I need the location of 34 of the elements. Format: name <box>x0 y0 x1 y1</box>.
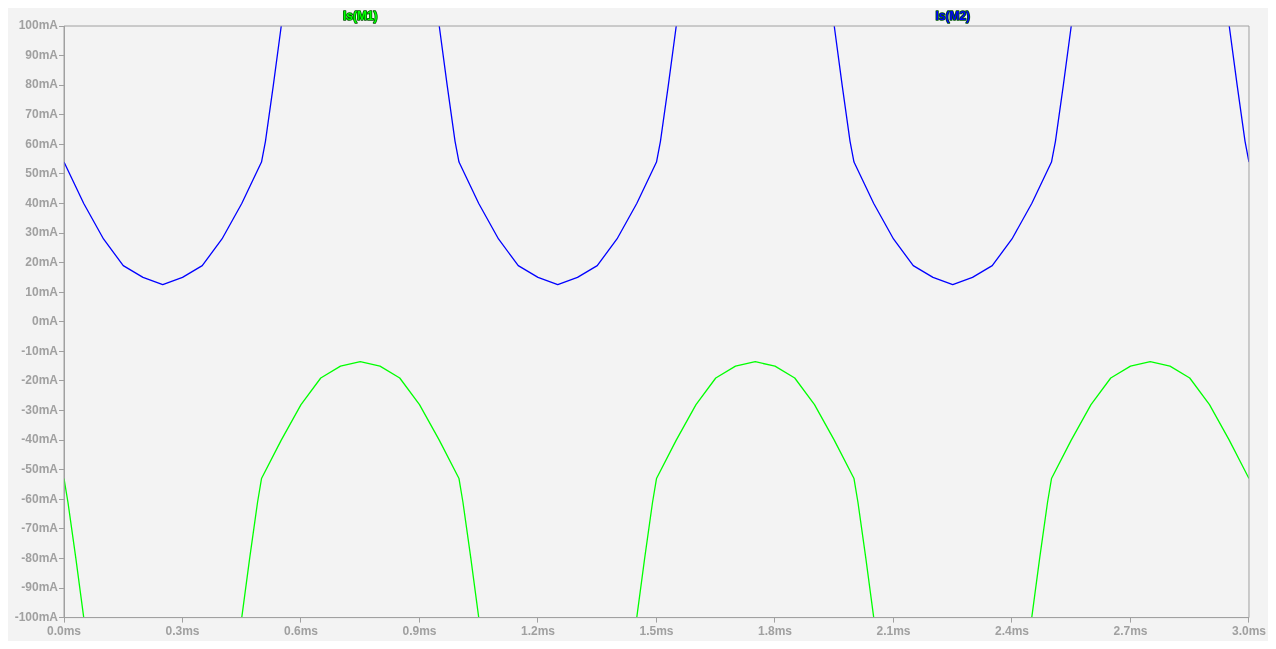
y-tick-label: -60mA <box>21 491 59 506</box>
x-tick-label: 3.0ms <box>1231 624 1267 639</box>
x-tick-label: 2.1ms <box>876 624 911 639</box>
x-tick-label: 0.3ms <box>165 624 200 639</box>
y-tick-label: -40mA <box>21 432 59 447</box>
x-tick-label: 0.0ms <box>46 624 82 639</box>
y-tick-label: 50mA <box>25 166 59 181</box>
text: Is(M2) <box>935 9 971 24</box>
y-tick-label: 30mA <box>25 225 59 240</box>
y-tick-label: 0mA <box>31 314 59 329</box>
y-tick-label: -30mA <box>21 402 59 417</box>
y-tick-label: -80mA <box>21 550 59 565</box>
x-tick-label: 1.5ms <box>639 624 674 639</box>
x-tick-label: 2.7ms <box>1113 624 1148 639</box>
y-tick-label: -100mA <box>14 609 59 624</box>
y-tick-label: -90mA <box>21 580 59 595</box>
y-tick-label: -70mA <box>21 521 59 536</box>
y-tick-label: 40mA <box>25 195 59 210</box>
y-tick-label: 100mA <box>18 18 59 33</box>
x-tick-label: 2.4ms <box>994 624 1030 639</box>
y-tick-label: -10mA <box>21 343 59 358</box>
text: Is(M1) <box>342 9 378 24</box>
y-tick-label: 70mA <box>25 107 59 122</box>
y-tick-label: -50mA <box>21 462 59 477</box>
x-tick-label: 0.6ms <box>283 624 319 639</box>
y-tick-label: 10mA <box>25 284 59 299</box>
x-tick-label: 0.9ms <box>402 624 437 639</box>
x-tick-label: 1.8ms <box>757 624 793 639</box>
y-tick-label: 90mA <box>25 47 59 62</box>
y-tick-label: 60mA <box>25 136 59 151</box>
x-tick-label: 1.2ms <box>520 624 556 639</box>
y-tick-label: 80mA <box>25 77 59 92</box>
y-tick-label: 20mA <box>25 254 59 269</box>
y-tick-label: -20mA <box>21 373 59 388</box>
